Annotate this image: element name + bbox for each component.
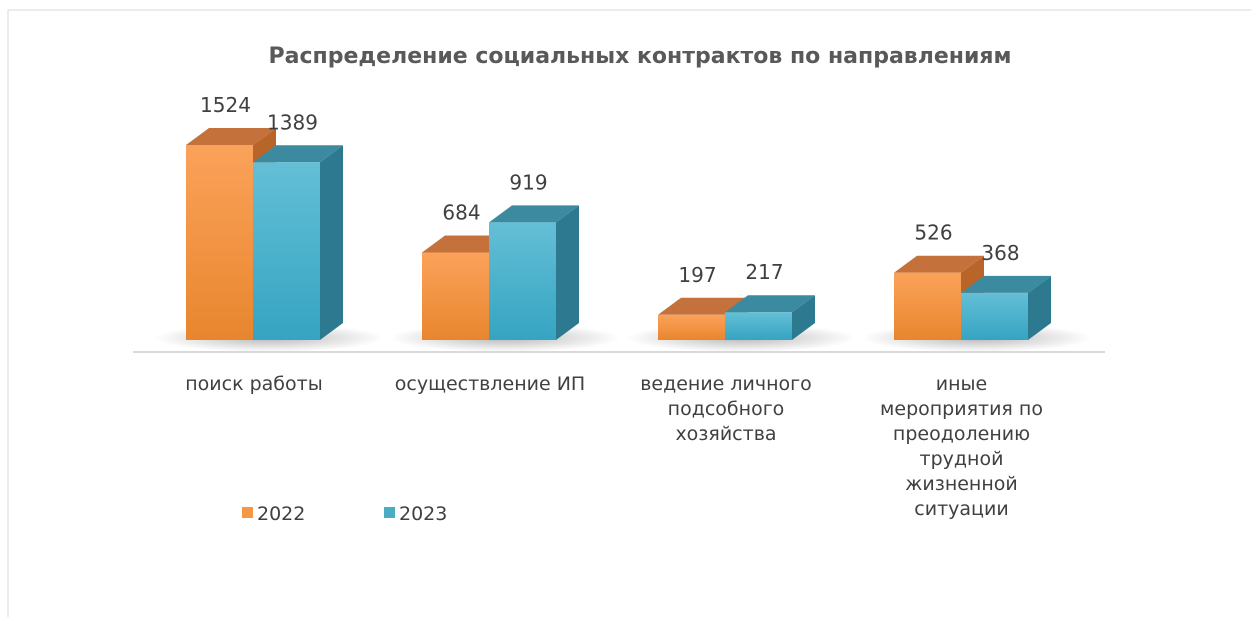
legend-swatch: [384, 507, 395, 518]
bar: [894, 255, 984, 340]
bar-front: [725, 312, 792, 340]
bar: [489, 205, 579, 340]
value-label: 1389: [267, 110, 318, 134]
bar-top: [725, 295, 815, 313]
bar-top: [489, 205, 579, 223]
value-label: 217: [745, 260, 783, 284]
bar-side: [556, 205, 579, 340]
bar-front: [253, 162, 320, 340]
bar-front: [658, 314, 725, 340]
value-label: 197: [678, 263, 716, 287]
bar: [253, 145, 343, 340]
bar-front: [961, 292, 1028, 340]
value-label: 1524: [200, 93, 251, 117]
legend-swatch: [242, 507, 253, 518]
x-tick-label: ведение личного подсобного хозяйства: [640, 373, 812, 445]
chart-title: Распределение социальных контрактов по н…: [269, 44, 1012, 69]
bar-front: [489, 222, 556, 340]
x-tick-label: осуществление ИП: [394, 373, 586, 395]
bar-front: [186, 145, 253, 340]
bar-top: [253, 145, 343, 163]
bar-side: [792, 295, 815, 340]
legend-label: 2023: [399, 503, 447, 525]
value-label: 684: [442, 200, 480, 224]
legend-label: 2022: [257, 503, 305, 525]
value-label: 919: [509, 170, 547, 194]
bar-top: [894, 255, 984, 273]
value-label: 368: [981, 241, 1019, 265]
bar: [725, 295, 815, 340]
x-tick-label: иные мероприятия по преодолению трудной …: [880, 373, 1043, 520]
bar-front: [894, 272, 961, 340]
bar-top: [961, 275, 1051, 293]
x-tick-label: поиск работы: [185, 373, 323, 395]
bar-top: [658, 297, 748, 315]
value-label: 526: [914, 221, 952, 245]
bar-top: [186, 128, 276, 145]
bar-side: [1028, 275, 1051, 340]
frame: [7, 9, 1251, 617]
bar-front: [422, 252, 489, 340]
bar: [961, 275, 1051, 340]
bar-side: [320, 145, 343, 340]
